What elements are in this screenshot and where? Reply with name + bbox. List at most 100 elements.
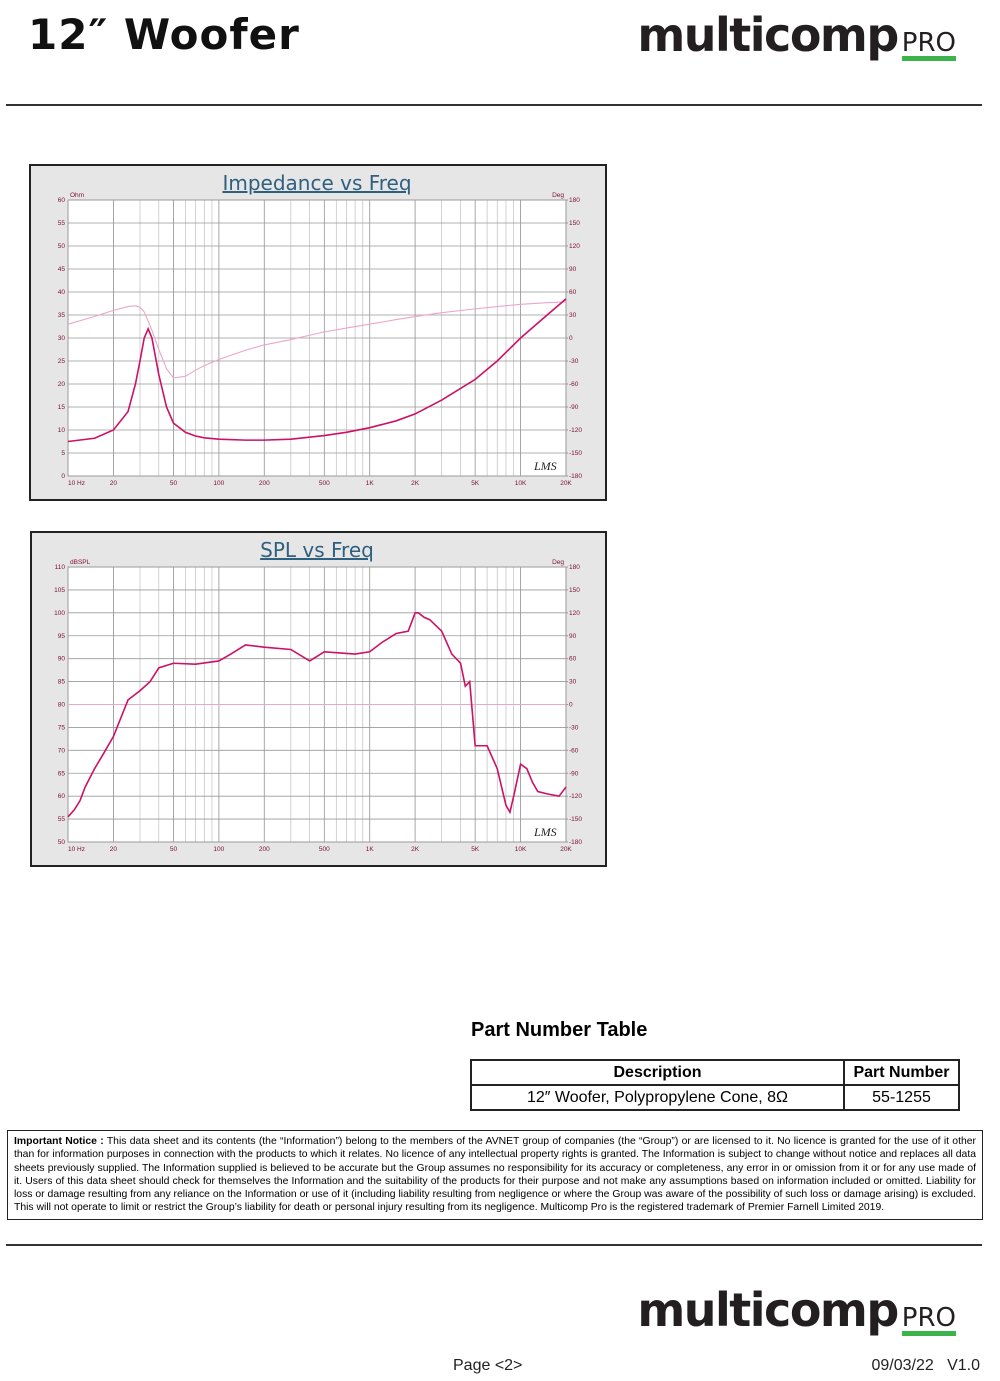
y-tick-label: 20 xyxy=(58,381,66,388)
y2-tick-label: 150 xyxy=(569,220,580,227)
y-tick-label: 70 xyxy=(58,747,66,754)
series-line xyxy=(67,301,567,379)
y2-tick-label: -30 xyxy=(569,724,579,731)
y-tick-label: 45 xyxy=(58,266,66,273)
x-tick-label: 10K xyxy=(515,846,527,853)
watermark: LMS xyxy=(533,825,557,839)
x-tick-label: 50 xyxy=(170,846,178,853)
y2-tick-label: 180 xyxy=(569,197,580,204)
y-tick-label: 105 xyxy=(54,587,65,594)
y2-tick-label: -30 xyxy=(569,358,579,365)
y-tick-label: 60 xyxy=(58,197,66,204)
version: V1.0 xyxy=(947,1357,980,1374)
y-tick-label: 100 xyxy=(54,610,65,617)
y-tick-label: 30 xyxy=(58,335,66,342)
y-tick-label: 55 xyxy=(58,220,66,227)
x-tick-label: 20 xyxy=(110,846,118,853)
footer-meta: 09/03/22 V1.0 xyxy=(871,1357,980,1375)
y-tick-label: 15 xyxy=(58,404,66,411)
x-tick-label: 200 xyxy=(259,480,270,487)
y-tick-label: 75 xyxy=(58,724,66,731)
y-tick-label: 85 xyxy=(58,679,66,686)
y2-tick-label: 180 xyxy=(569,564,580,571)
y2-axis-label: Deg xyxy=(552,559,564,566)
y2-tick-label: -60 xyxy=(569,381,579,388)
y2-tick-label: 90 xyxy=(569,266,577,273)
y2-tick-label: 150 xyxy=(569,587,580,594)
y2-tick-label: -150 xyxy=(569,816,582,823)
y2-tick-label: 90 xyxy=(569,633,577,640)
col-header: Description xyxy=(470,1059,845,1086)
y-axis-label: Ohm xyxy=(70,192,84,199)
y-axis-label: dBSPL xyxy=(70,559,91,566)
part-table: Description Part Number 12″ Woofer, Polyp… xyxy=(470,1059,960,1111)
y-tick-label: 25 xyxy=(58,358,66,365)
y2-tick-label: 60 xyxy=(569,289,577,296)
y-tick-label: 5 xyxy=(61,450,65,457)
x-tick-label: 500 xyxy=(319,480,330,487)
x-tick-label: 2K xyxy=(411,480,420,487)
logo-text: multicomp xyxy=(637,1283,899,1337)
cell: 55-1255 xyxy=(843,1084,960,1111)
x-tick-label: 20K xyxy=(560,846,572,853)
series-line xyxy=(67,298,567,443)
y2-tick-label: -120 xyxy=(569,427,582,434)
x-tick-label: 2K xyxy=(411,846,420,853)
date: 09/03/22 xyxy=(871,1357,934,1374)
y2-tick-label: 0 xyxy=(569,702,573,709)
x-tick-label: 10 Hz xyxy=(68,846,85,853)
y-tick-label: 95 xyxy=(58,633,66,640)
y2-tick-label: -180 xyxy=(569,839,582,846)
x-tick-label: 50 xyxy=(170,480,178,487)
table-title: Part Number Table xyxy=(471,1019,648,1041)
y2-tick-label: -90 xyxy=(569,404,579,411)
y-tick-label: 65 xyxy=(58,770,66,777)
y-tick-label: 50 xyxy=(58,839,66,846)
series-line xyxy=(67,612,567,818)
rule xyxy=(6,104,982,106)
x-tick-label: 20 xyxy=(110,480,118,487)
x-tick-label: 20K xyxy=(560,480,572,487)
notice-text: This data sheet and its contents (the “I… xyxy=(14,1136,976,1214)
y2-tick-label: -60 xyxy=(569,747,579,754)
y2-tick-label: -150 xyxy=(569,450,582,457)
watermark: LMS xyxy=(533,459,557,473)
x-tick-label: 1K xyxy=(366,846,375,853)
rule xyxy=(6,1244,982,1246)
y2-tick-label: -120 xyxy=(569,793,582,800)
chart-title: SPL vs Freq xyxy=(260,538,374,562)
y2-axis-label: Deg xyxy=(552,192,564,199)
y2-tick-label: -180 xyxy=(569,473,582,480)
logo: multicomp PRO xyxy=(637,8,956,62)
cell: 12″ Woofer, Polypropylene Cone, 8Ω xyxy=(470,1084,845,1111)
y2-tick-label: 30 xyxy=(569,679,577,686)
chart-title: Impedance vs Freq xyxy=(222,171,411,195)
y2-tick-label: 120 xyxy=(569,610,580,617)
y-tick-label: 40 xyxy=(58,289,66,296)
x-tick-label: 5K xyxy=(471,480,480,487)
x-tick-label: 200 xyxy=(259,846,270,853)
y2-tick-label: 60 xyxy=(569,656,577,663)
y2-tick-label: 120 xyxy=(569,243,580,250)
y-tick-label: 60 xyxy=(58,793,66,800)
x-tick-label: 10K xyxy=(515,480,527,487)
y-tick-label: 110 xyxy=(55,564,66,571)
y-tick-label: 90 xyxy=(58,656,66,663)
x-tick-label: 10 Hz xyxy=(68,480,85,487)
x-tick-label: 100 xyxy=(213,480,224,487)
logo-suffix: PRO xyxy=(901,30,956,61)
y-tick-label: 55 xyxy=(58,816,66,823)
col-header: Part Number xyxy=(843,1059,960,1086)
logo-suffix: PRO xyxy=(901,1305,956,1336)
y2-tick-label: 30 xyxy=(569,312,577,319)
notice: Important Notice : This data sheet and i… xyxy=(7,1130,983,1220)
y2-tick-label: -90 xyxy=(569,770,579,777)
y-tick-label: 10 xyxy=(58,427,66,434)
x-tick-label: 500 xyxy=(319,846,330,853)
x-tick-label: 5K xyxy=(471,846,480,853)
y-tick-label: 35 xyxy=(58,312,66,319)
notice-label: Important Notice : xyxy=(14,1136,104,1147)
y-tick-label: 50 xyxy=(58,243,66,250)
